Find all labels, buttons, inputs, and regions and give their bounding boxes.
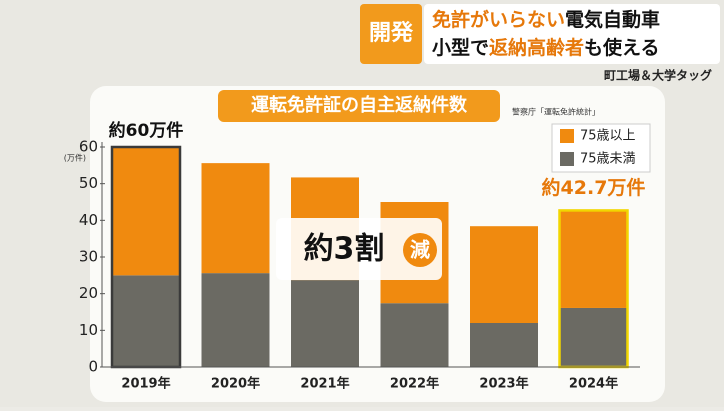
- bar-segment: [559, 307, 628, 367]
- y-tick-label: 10: [79, 321, 98, 339]
- headline-part: 電気自動車: [565, 8, 660, 31]
- headline-part: も使える: [584, 37, 659, 59]
- bar-segment: [380, 303, 449, 367]
- headline-part: 小型で: [432, 36, 489, 59]
- y-tick-label: 50: [79, 174, 98, 192]
- tag-box: [360, 4, 422, 64]
- headline-part: 返納高齢者: [489, 36, 584, 59]
- headline-box: [424, 4, 720, 64]
- x-tick-label: 2024年: [569, 376, 618, 392]
- bar-segment: [201, 273, 270, 367]
- y-tick-label: 0: [88, 358, 98, 376]
- title-box: [218, 90, 500, 122]
- bar-segment: [470, 323, 538, 367]
- annotation: 約42.7万件: [542, 176, 646, 199]
- y-unit: (万件): [64, 153, 86, 163]
- annotation: 約60万件: [109, 120, 184, 141]
- bar-segment: [112, 275, 180, 367]
- legend-label: 75歳未満: [580, 152, 636, 167]
- drop-circle: [403, 233, 437, 267]
- bar-segment: [559, 210, 628, 308]
- y-tick-label: 30: [79, 248, 98, 266]
- legend-swatch: [560, 152, 574, 166]
- x-tick-label: 2023年: [479, 376, 528, 392]
- headline: 小型で返納高齢者も使える: [432, 36, 659, 59]
- y-tick-label: 40: [79, 211, 98, 229]
- tag: 開発: [369, 21, 414, 46]
- bar-segment: [112, 147, 180, 276]
- x-tick-label: 2022年: [390, 376, 439, 392]
- legend-label: 75歳以上: [580, 129, 636, 144]
- x-tick-label: 2020年: [211, 376, 260, 392]
- source: 警察庁「運転免許統計」: [512, 107, 600, 117]
- headline: 免許がいらない電気自動車: [432, 8, 660, 31]
- y-tick-label: 20: [79, 284, 98, 302]
- legend-swatch: [560, 129, 574, 143]
- drop-box: [276, 218, 442, 280]
- bar-segment: [201, 163, 270, 274]
- bar-segment: [470, 226, 538, 323]
- subheadline: 町工場＆大学タッグ: [604, 68, 712, 83]
- headline-part: 免許がいらない: [432, 8, 565, 31]
- x-tick-label: 2021年: [300, 376, 349, 392]
- bar-segment: [291, 280, 359, 367]
- x-tick-label: 2019年: [121, 376, 170, 392]
- chart-title: 運転免許証の自主返納件数: [251, 94, 468, 116]
- drop-mark: 減: [410, 238, 430, 262]
- drop-label: 約3割: [304, 232, 385, 267]
- y-tick-label: 60: [79, 138, 98, 156]
